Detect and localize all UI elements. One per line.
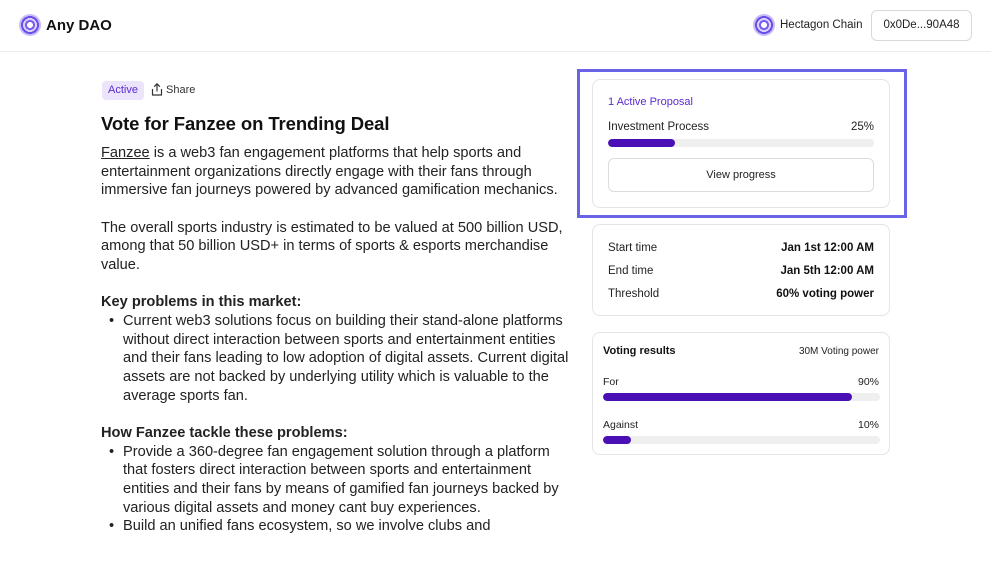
brand-name[interactable]: Any DAO xyxy=(46,17,112,34)
end-time-label: End time xyxy=(608,265,654,277)
process-percent: 25% xyxy=(850,121,874,133)
start-time-value: Jan 1st 12:00 AM xyxy=(781,242,874,254)
focus-highlight xyxy=(577,69,907,218)
process-name: Investment Process xyxy=(608,121,709,133)
fanzee-link[interactable]: Fanzee xyxy=(101,145,150,161)
dao-logo-icon[interactable] xyxy=(19,14,41,36)
proposal-details-card xyxy=(592,224,890,316)
vote-for-fill xyxy=(603,393,853,401)
list-item: Provide a 360-degree fan engagement solu… xyxy=(101,443,571,518)
proposal-title: Vote for Fanzee on Trending Deal xyxy=(101,113,390,134)
chain-selector[interactable]: Hectagon Chain xyxy=(780,19,863,31)
wallet-address-button[interactable]: 0x0De...90A48 xyxy=(871,10,972,41)
intro-paragraph: Fanzee is a web3 fan engagement platform… xyxy=(101,144,571,200)
proposal-description: Fanzee is a web3 fan engagement platform… xyxy=(101,144,571,555)
voting-power-total: 30M Voting power xyxy=(798,346,879,357)
end-time-value: Jan 5th 12:00 AM xyxy=(780,265,874,277)
process-progress-fill xyxy=(608,139,675,147)
vote-against-label: Against xyxy=(603,419,639,431)
vote-for-bar xyxy=(603,393,880,401)
threshold-label: Threshold xyxy=(608,288,660,300)
vote-for-label: For xyxy=(603,376,619,388)
solutions-list: Provide a 360-degree fan engagement solu… xyxy=(101,443,571,537)
intro-text: is a web3 fan engagement platforms that … xyxy=(101,145,558,199)
process-progress-bar xyxy=(608,139,874,147)
list-item: Current web3 solutions focus on building… xyxy=(101,312,571,406)
section-heading-problems: Key problems in this market: xyxy=(101,294,302,311)
share-button[interactable]: Share xyxy=(151,83,195,96)
vote-against-percent: 10% xyxy=(857,419,879,431)
market-paragraph: The overall sports industry is estimated… xyxy=(101,219,563,274)
start-time-label: Start time xyxy=(608,242,658,254)
view-progress-button[interactable]: View progress xyxy=(608,158,874,192)
vote-for-percent: 90% xyxy=(857,376,879,388)
problems-list: Current web3 solutions focus on building… xyxy=(101,312,571,406)
vote-against-fill xyxy=(603,436,631,444)
top-header: Any DAO Hectagon Chain 0x0De...90A48 xyxy=(0,0,991,52)
active-proposal-label[interactable]: 1 Active Proposal xyxy=(608,96,693,108)
list-item: Build an unified fans ecosystem, so we i… xyxy=(101,517,571,536)
share-icon xyxy=(151,83,163,96)
share-label: Share xyxy=(166,83,196,96)
threshold-value: 60% voting power xyxy=(776,288,874,300)
section-heading-solutions: How Fanzee tackle these problems: xyxy=(101,424,348,441)
voting-results-title: Voting results xyxy=(603,345,676,357)
status-badge: Active xyxy=(102,81,144,100)
vote-against-bar xyxy=(603,436,880,444)
chain-logo-icon xyxy=(753,14,775,36)
